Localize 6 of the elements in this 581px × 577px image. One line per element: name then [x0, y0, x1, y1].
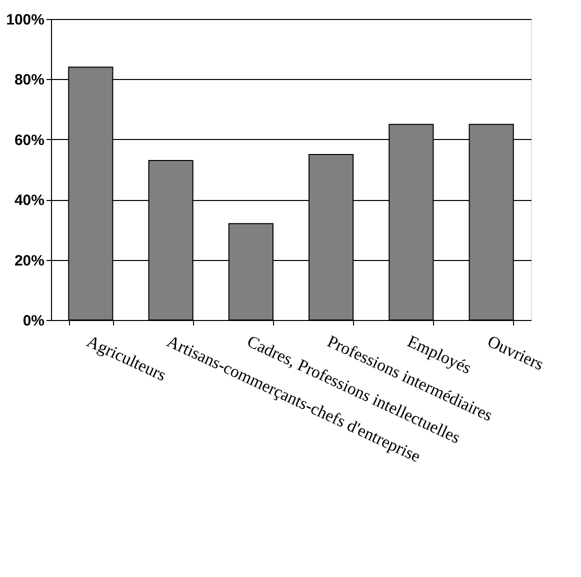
y-tick-label: 20% [14, 252, 44, 270]
y-tick-label: 60% [14, 132, 44, 149]
y-tick-label: 80% [14, 72, 44, 89]
y-tick-label: 100% [6, 12, 44, 28]
y-tick-label: 40% [14, 192, 44, 210]
y-tick-label: 0% [22, 312, 44, 330]
